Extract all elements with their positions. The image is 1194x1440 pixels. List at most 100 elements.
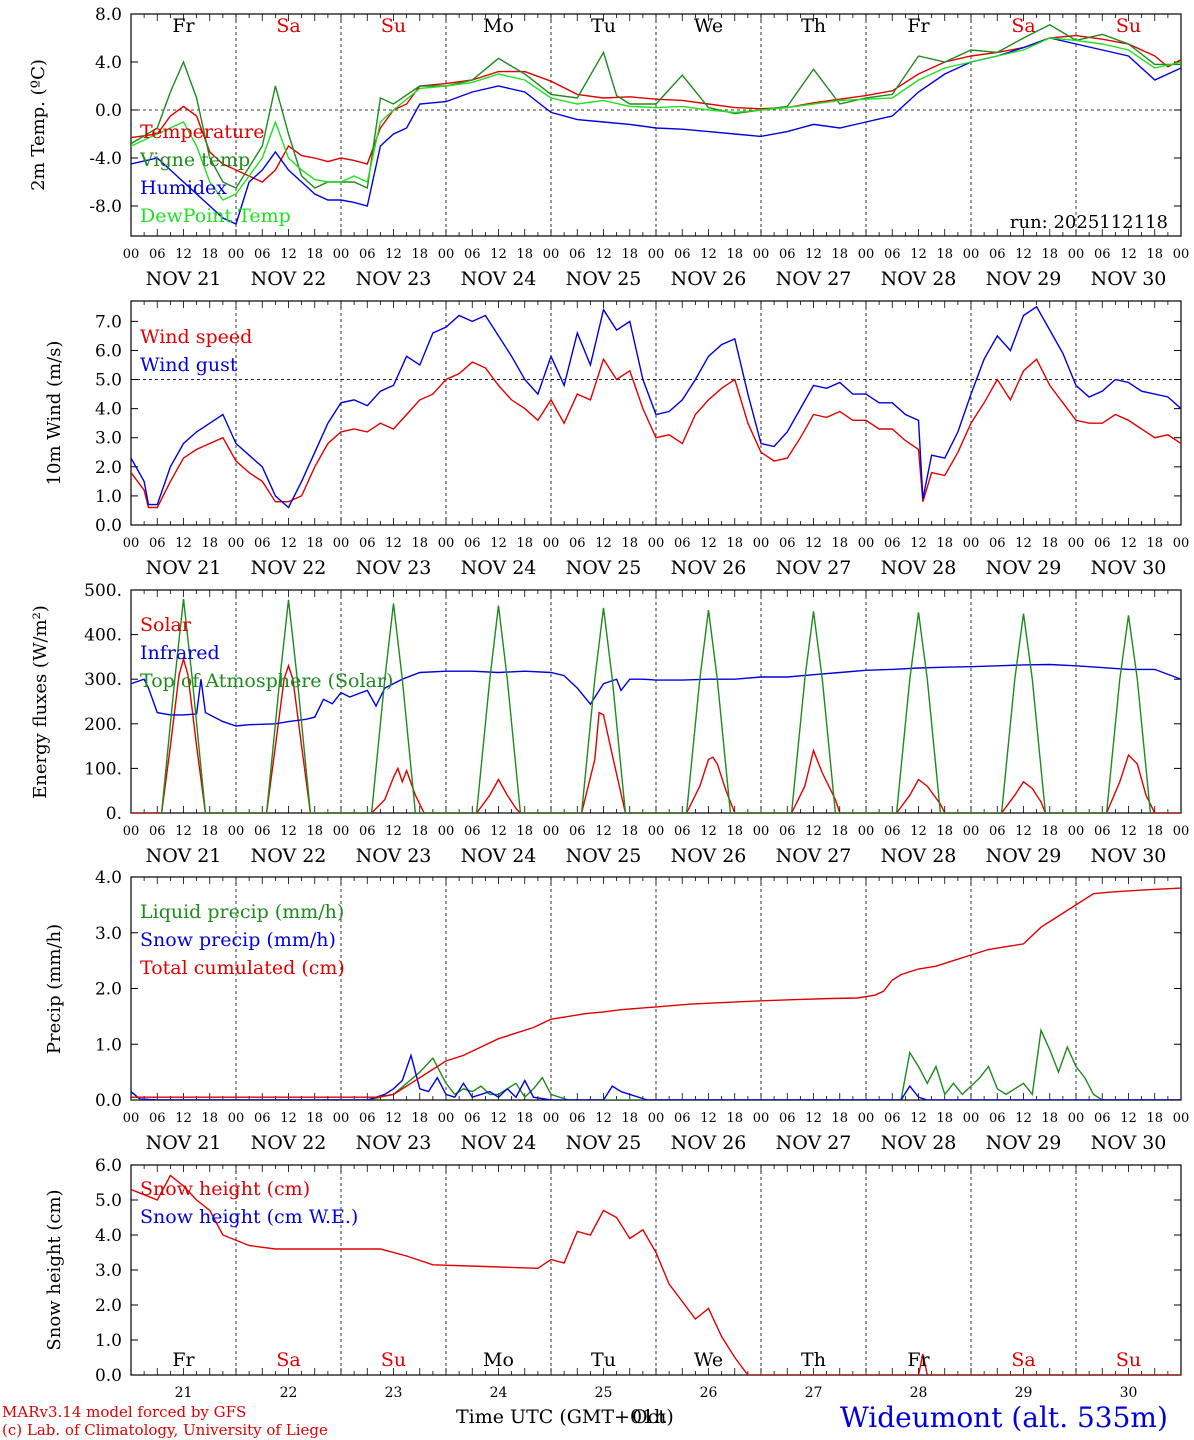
legend-entry: Top of Atmosphere (Solar) (140, 670, 393, 692)
day-of-week-label: Su (381, 15, 406, 37)
hour-tick-label: 00 (648, 536, 665, 551)
run-annotation: run: 2025112118 (1010, 212, 1168, 233)
y-tick-label: 0.0 (95, 516, 122, 536)
hour-tick-label: 00 (333, 824, 350, 839)
hour-tick-label: 00 (123, 247, 140, 262)
model-credit: MARv3.14 model forced by GFS (2, 1403, 247, 1421)
legend-entry: Vigne temp (139, 149, 250, 171)
hour-tick-label: 12 (175, 247, 192, 262)
date-number-label: 30 (1120, 1385, 1138, 1401)
hour-tick-label: 00 (333, 1111, 350, 1126)
hour-tick-label: 00 (648, 824, 665, 839)
hour-tick-label: 00 (1173, 1111, 1190, 1126)
hour-tick-label: 18 (936, 1111, 953, 1126)
hour-tick-label: 12 (910, 536, 927, 551)
y-tick-label: 3.0 (95, 429, 122, 449)
date-label: NOV 26 (671, 557, 747, 579)
legend-entry: Snow precip (mm/h) (140, 929, 336, 951)
hour-tick-label: 06 (149, 247, 166, 262)
hour-tick-label: 06 (254, 824, 271, 839)
series-line-vigne-temp (131, 24, 1181, 190)
hour-tick-label: 06 (884, 824, 901, 839)
hour-tick-label: 00 (123, 536, 140, 551)
hour-tick-label: 00 (438, 1111, 455, 1126)
hour-tick-label: 06 (779, 1111, 796, 1126)
day-of-week-label: Su (381, 1349, 406, 1371)
y-tick-label: 8.0 (95, 5, 122, 25)
hour-tick-label: 00 (753, 247, 770, 262)
hour-tick-label: 00 (228, 824, 245, 839)
y-tick-label: 7.0 (95, 312, 122, 332)
date-label: NOV 29 (986, 1132, 1062, 1154)
hour-tick-label: 00 (543, 824, 560, 839)
hour-tick-label: 06 (989, 536, 1006, 551)
hour-tick-label: 00 (858, 536, 875, 551)
hour-tick-label: 00 (648, 247, 665, 262)
y-axis-title: 2m Temp. (ºC) (28, 59, 49, 191)
hour-tick-label: 18 (1146, 247, 1163, 262)
legend-entry: Total cumulated (cm) (140, 957, 345, 979)
hour-tick-label: 06 (779, 824, 796, 839)
hour-tick-label: 00 (1173, 536, 1190, 551)
hour-tick-label: 12 (490, 536, 507, 551)
date-number-label: 29 (1015, 1385, 1033, 1401)
date-label: NOV 23 (356, 268, 432, 290)
date-label: NOV 22 (251, 268, 327, 290)
hour-tick-label: 00 (438, 247, 455, 262)
hour-tick-label: 12 (385, 247, 402, 262)
date-label: NOV 27 (776, 268, 852, 290)
y-tick-label: -8.0 (89, 197, 122, 217)
hour-tick-label: 18 (621, 247, 638, 262)
hour-tick-label: 06 (569, 536, 586, 551)
hour-tick-label: 18 (621, 824, 638, 839)
date-label: NOV 29 (986, 845, 1062, 867)
hour-tick-label: 00 (648, 1111, 665, 1126)
hour-tick-label: 12 (595, 1111, 612, 1126)
day-of-week-label: Su (1116, 1349, 1141, 1371)
date-label: NOV 27 (776, 845, 852, 867)
day-of-week-label: Tu (591, 15, 616, 37)
hour-tick-label: 06 (989, 1111, 1006, 1126)
date-label: NOV 24 (461, 268, 537, 290)
hour-tick-label: 06 (569, 824, 586, 839)
hour-tick-label: 00 (333, 247, 350, 262)
y-tick-label: 4.0 (95, 400, 122, 420)
hour-tick-label: 18 (516, 536, 533, 551)
hour-tick-label: 18 (726, 536, 743, 551)
hour-tick-label: 06 (884, 1111, 901, 1126)
hour-tick-label: 06 (884, 247, 901, 262)
series-line-solar (131, 656, 1181, 813)
hour-tick-label: 06 (674, 1111, 691, 1126)
hour-tick-label: 00 (963, 247, 980, 262)
hour-tick-label: 00 (1173, 247, 1190, 262)
hour-tick-label: 06 (1094, 824, 1111, 839)
date-number-label: 27 (805, 1385, 823, 1401)
hour-tick-label: 18 (201, 247, 218, 262)
hour-tick-label: 00 (123, 1111, 140, 1126)
hour-tick-label: 12 (805, 247, 822, 262)
legend-entry: DewPoint Temp (140, 205, 291, 227)
date-label: NOV 21 (146, 1132, 222, 1154)
date-label: NOV 23 (356, 1132, 432, 1154)
y-tick-label: 300. (84, 670, 122, 690)
hour-tick-label: 12 (280, 1111, 297, 1126)
y-axis-title: Energy fluxes (W/m²) (30, 605, 51, 799)
hour-tick-label: 06 (464, 536, 481, 551)
y-tick-label: 6.0 (95, 341, 122, 361)
date-label: NOV 24 (461, 1132, 537, 1154)
hour-tick-label: 12 (805, 536, 822, 551)
date-label: NOV 23 (356, 845, 432, 867)
y-tick-label: 1.0 (95, 1035, 122, 1055)
hour-tick-label: 12 (1120, 536, 1137, 551)
series-line-total-cumulated-cm (131, 887, 1181, 1098)
y-tick-label: 0. (106, 804, 122, 824)
legend-entry: Humidex (140, 177, 227, 199)
hour-tick-label: 00 (1068, 824, 1085, 839)
day-of-week-label: Sa (276, 1349, 300, 1371)
hour-tick-label: 12 (1015, 824, 1032, 839)
day-of-week-label: Fr (172, 15, 195, 37)
hour-tick-label: 00 (228, 536, 245, 551)
date-number-label: 26 (700, 1385, 718, 1401)
hour-tick-label: 18 (1041, 247, 1058, 262)
panel-1: -8.0 -4.0 0.0 4.0 8.0 2m Temp. (ºC) Temperatur… (28, 5, 1189, 290)
